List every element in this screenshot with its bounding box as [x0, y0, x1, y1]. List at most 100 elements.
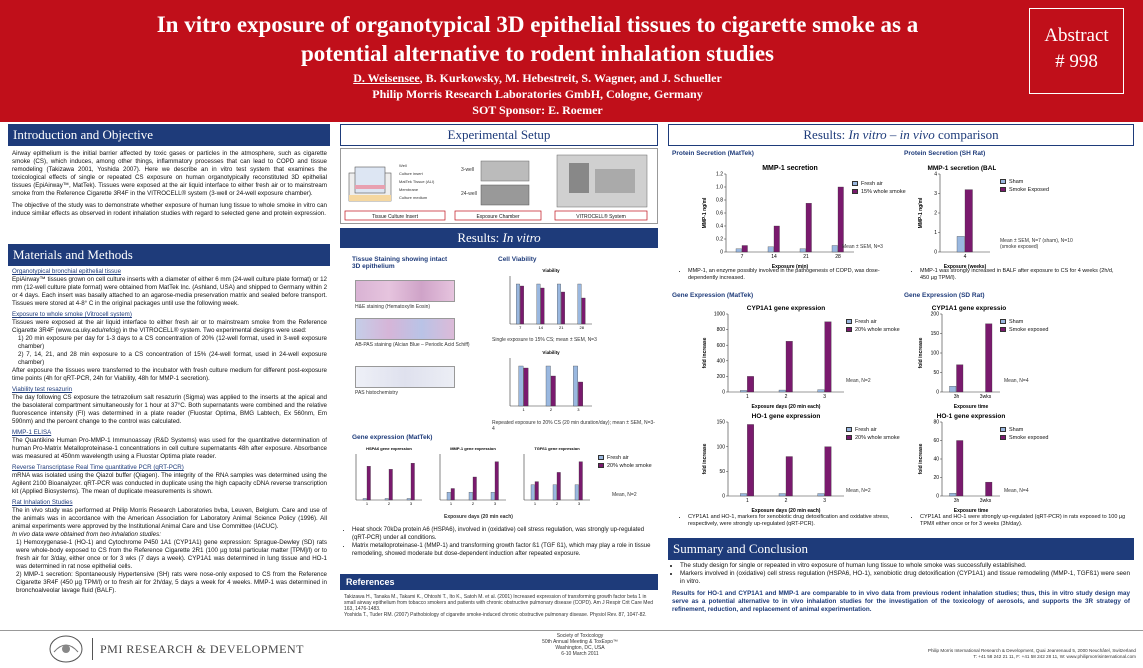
ho1-rat-chart: HO-1 gene expression 0 20 40 60 80 fold increa… — [918, 413, 1005, 514]
y-tick-label: 50 — [933, 370, 939, 376]
bar — [985, 481, 993, 497]
setup-panel: Well Culture insert MatTek Tissue (ALI) … — [340, 148, 658, 224]
methods-s2-title: Exposure to whole smoke (Vitrocell syste… — [12, 311, 132, 318]
y-tick-label: 100 — [717, 444, 726, 450]
y-tick-label: 0 — [722, 390, 725, 396]
chart-title: Viability — [542, 350, 560, 355]
y-tick-label: 0 — [934, 250, 937, 256]
methods-s6-b: In vivo data were obtained from two inha… — [12, 531, 161, 538]
bar — [735, 248, 742, 253]
bar — [545, 365, 551, 407]
y-tick-label: 80 — [933, 420, 939, 426]
gene-legend-smoke: 20% whole smoke — [598, 462, 652, 470]
cyp1a1-rat-chart: CYP1A1 gene expression 0 50 100 150 200 fold i… — [918, 305, 1006, 410]
contact-line-1: Philip Morris International Research & D… — [927, 648, 1136, 653]
ho-mattek-legend-smoke: 20% whole smoke — [846, 434, 900, 442]
x-axis-label: Exposure days (20 min each) — [752, 508, 821, 514]
bar — [785, 341, 793, 393]
lbl-tissue: MatTek Tissue (ALI) — [399, 179, 435, 184]
y-tick-label: 1.2 — [716, 172, 723, 178]
mmp1-rat-note: Mean ± SEM, N=7 (sham), N=10 (smoke expo… — [1000, 238, 1073, 250]
bar — [747, 424, 754, 497]
y-tick-label: 50 — [719, 469, 725, 475]
mmp1-mattek-legend: Fresh air 15% whole smoke — [852, 180, 906, 196]
x-tick-label: 28 — [580, 325, 585, 330]
bar — [956, 236, 965, 253]
x-tick-label: 7 — [519, 325, 522, 330]
results-vitro-panel — [340, 250, 658, 570]
ho-rat-legend: Sham Smoke exposed — [1000, 426, 1048, 442]
meeting-line-2: 50th Annual Meeting & ToxExpo™ — [542, 639, 618, 645]
y-tick-label: 0.6 — [716, 211, 723, 217]
setup-diagram: Well Culture insert MatTek Tissue (ALI) … — [344, 154, 648, 221]
setup-caption-2: Exposure Chamber — [476, 214, 519, 220]
cap2-box — [454, 210, 542, 221]
cyp-rat-note: Mean, N=4 — [1004, 378, 1029, 384]
y-tick-label: 800 — [717, 327, 726, 333]
methods-s2-after: After exposure the tissues were transfer… — [12, 367, 327, 382]
bar — [577, 283, 582, 325]
y-tick-label: 1 — [934, 230, 937, 236]
y-tick-label: 2 — [934, 211, 937, 217]
bar — [523, 367, 529, 407]
x-tick-label: 3h — [954, 498, 960, 504]
viability-note-2: Repeated exposure to 20% CS (20 min dura… — [492, 420, 655, 432]
bar — [799, 248, 806, 253]
x-tick-label: 3h — [954, 394, 960, 400]
lbl-3well: 3-well — [461, 167, 474, 173]
chart-title: CYP1A1 gene expression — [747, 305, 825, 312]
x-tick-label: 3 — [410, 501, 413, 506]
x-tick-label: 3wks — [980, 498, 992, 504]
bar — [574, 484, 579, 501]
x-tick-label: 2 — [785, 394, 788, 400]
x-axis-label: Exposure (min) — [772, 264, 809, 270]
affiliation: Philip Morris Research Laboratories GmbH… — [372, 87, 703, 101]
mmp1-rat-legend: Sham Smoke Exposed — [1000, 178, 1049, 194]
staining-title: Tissue Staining showing intact 3D epithe… — [352, 256, 448, 270]
y-tick-label: 20 — [933, 475, 939, 481]
viability-note-1: Single exposure to 15% CS; mean ± SEM, N… — [492, 337, 597, 343]
x-tick-label: 21 — [803, 254, 809, 260]
x-tick-label: 1 — [534, 501, 537, 506]
methods-s2-item2: 2) 7, 14, 21, and 28 min exposure to a C… — [18, 351, 327, 366]
cap3-box — [554, 210, 648, 221]
y-tick-label: 100 — [931, 351, 940, 357]
y-tick-label: 0 — [720, 250, 723, 256]
bar — [446, 492, 451, 501]
bar — [406, 498, 411, 501]
bar — [540, 287, 545, 325]
bar — [530, 484, 535, 501]
bar — [773, 225, 780, 253]
y-tick-label: 0 — [936, 494, 939, 500]
protein-mattek-title: Protein Secretion (MatTek) — [672, 150, 754, 157]
y-tick-label: 1.0 — [716, 185, 723, 191]
bar — [556, 472, 561, 501]
summary-bullets: The study design for single or repeated … — [680, 562, 1130, 586]
lbl-medium: Culture medium — [399, 195, 428, 200]
bar — [740, 493, 747, 497]
cap1-box — [344, 210, 446, 221]
x-tick-label: 7 — [741, 254, 744, 260]
y-tick-label: 60 — [933, 438, 939, 444]
bar — [785, 456, 793, 497]
bar — [490, 492, 495, 501]
mmp1-gene-chart: MMP-1 gene expression 1 2 3 — [439, 446, 506, 506]
methods-s1-title: Organotypical bronchial epithelial tissu… — [12, 268, 122, 275]
header-banner — [0, 0, 1143, 122]
methods-s6-item2: 2) MMP-1 secretion: Spontaneously Hypert… — [16, 571, 327, 594]
summary-heading: Summary and Conclusion — [668, 538, 1134, 560]
y-tick-label: 400 — [717, 358, 726, 364]
y-axis-label: fold increase — [702, 443, 708, 474]
bar — [824, 321, 832, 393]
methods-text: Organotypical bronchial epithelial tissu… — [12, 268, 327, 595]
summary-conclusion: Results for HO-1 and CYP1A1 and MMP-1 ar… — [672, 590, 1130, 613]
stain-caption-1: H&E staining (Hematoxylin Eosin) — [355, 304, 431, 310]
author-block: D. Weisensee, B. Kurkowsky, M. Hebestrei… — [120, 70, 955, 118]
chamber-24well — [480, 184, 530, 206]
vitro-bullet-1: Heat shock 70kDa protein A6 (HSPA6), inv… — [352, 526, 654, 542]
bar — [557, 283, 561, 325]
y-axis-label: MMP-1 ng/ml — [918, 197, 924, 228]
ho1-mattek-chart: HO-1 gene expression 0 50 100 150 fold increa… — [702, 413, 844, 514]
meeting-line-4: 6-10 March 2011 — [561, 651, 599, 657]
bar — [741, 245, 748, 253]
